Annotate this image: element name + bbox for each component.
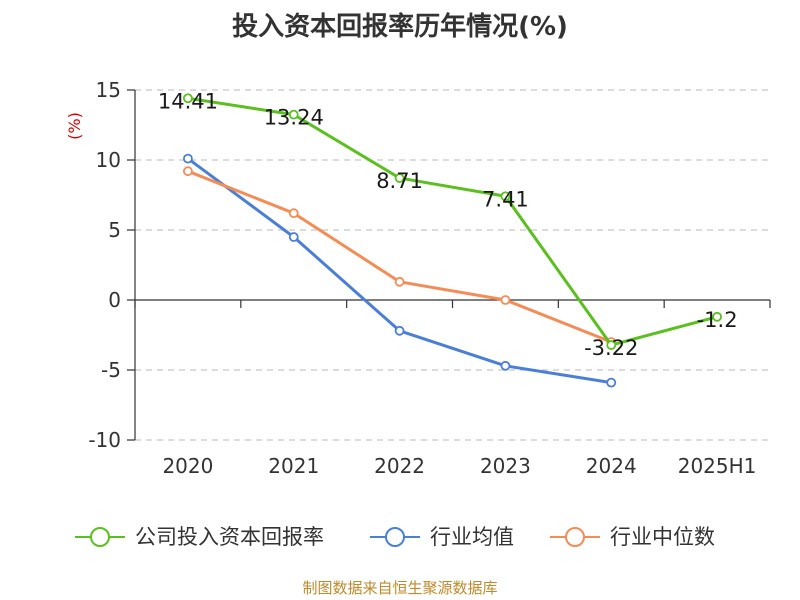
data-point [500,191,511,202]
legend-marker [385,527,405,547]
y-tick-label: 10 [96,148,121,172]
legend-label: 行业中位数 [610,525,715,549]
y-tick-label: -5 [101,358,121,382]
data-point [500,360,511,371]
data-point [606,340,617,350]
data-point [183,166,193,177]
data-label: -3.22 [584,336,638,360]
data-point [288,109,299,120]
data-point [288,208,299,219]
legend-marker [90,527,110,547]
data-point [394,325,405,336]
x-tick-label: 2023 [480,454,531,478]
legend-label: 公司投入资本回报率 [135,525,324,549]
x-tick-label: 2024 [586,454,637,478]
data-label: -1.2 [697,308,738,332]
legend-marker [565,527,585,547]
x-tick-label: 2022 [374,454,425,478]
chart-title: 投入资本回报率历年情况(%) [232,12,568,42]
series-line-0 [187,96,718,347]
data-point [394,173,405,183]
data-point [500,295,511,305]
x-tick-label: 2025H1 [678,454,757,478]
data-label: 8.71 [376,169,423,193]
data-label: 13.24 [264,106,324,130]
y-tick-label: 0 [108,288,121,312]
x-tick-label: 2020 [162,454,213,478]
data-label: 7.41 [482,187,529,211]
y-tick-label: 5 [108,218,121,242]
x-tick-label: 2021 [268,454,319,478]
data-point [606,377,617,388]
data-point [183,153,193,164]
data-point [183,93,193,104]
legend-label: 行业均值 [430,525,514,549]
y-tick-label: -10 [88,428,121,452]
data-label: 14.41 [158,89,218,113]
source-note: 制图数据来自恒生聚源数据库 [302,579,498,597]
data-point [288,232,299,242]
data-point [394,276,405,287]
y-axis-unit: (%) [65,112,84,140]
y-tick-label: 15 [96,78,121,102]
data-point [712,311,722,322]
